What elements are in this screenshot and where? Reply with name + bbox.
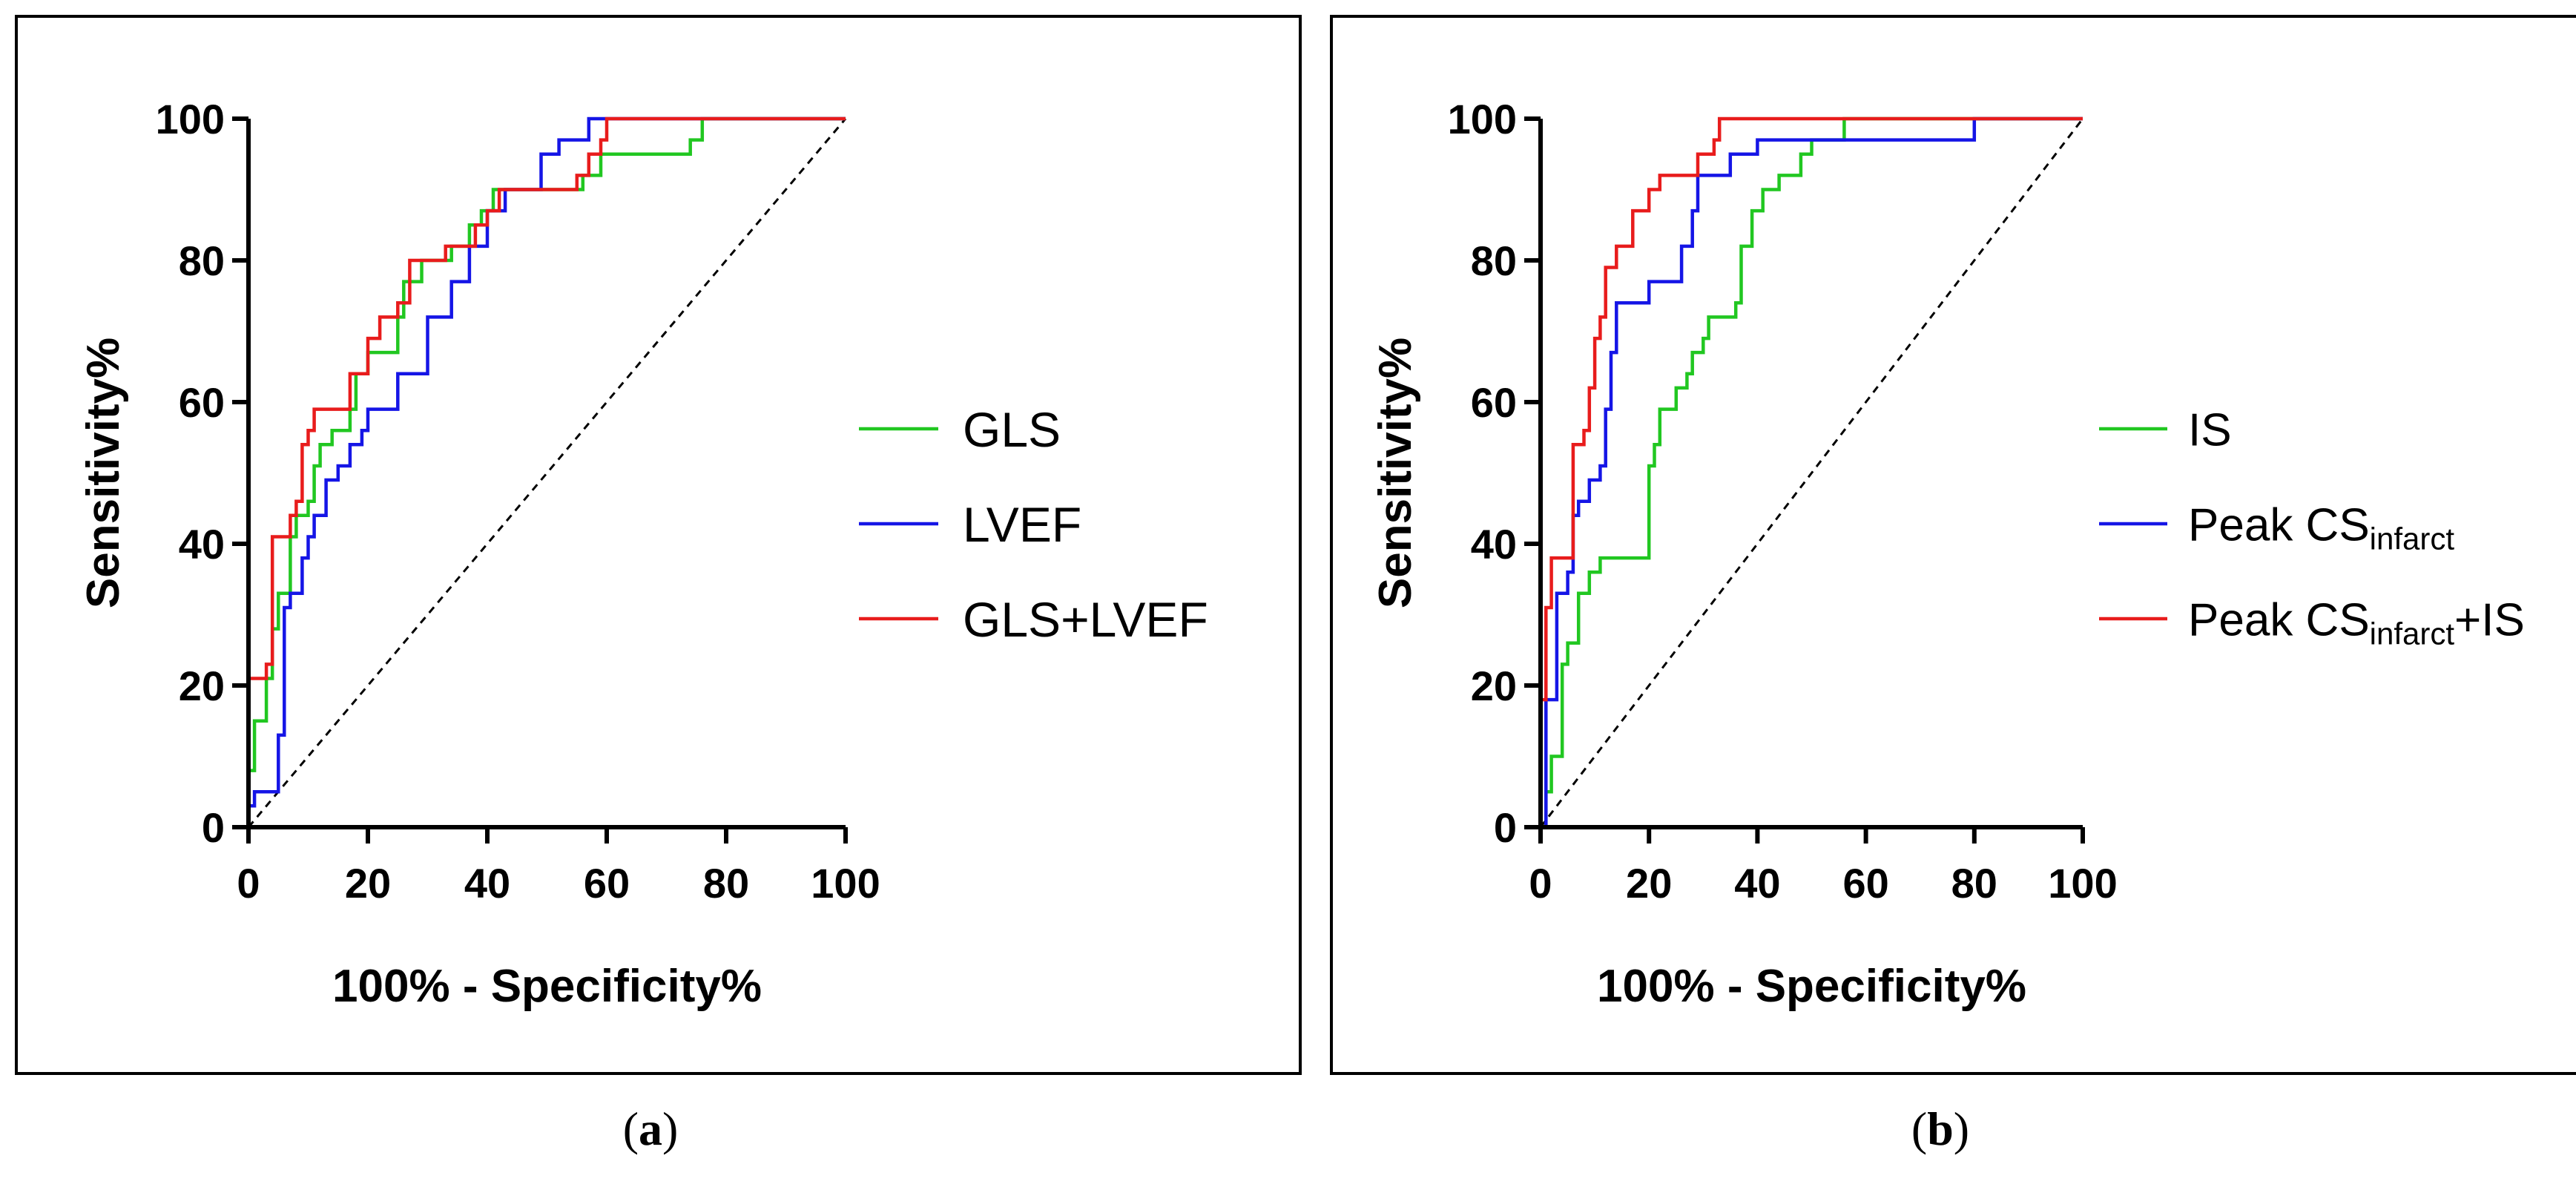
- panel-a-roc-curve-3: [246, 116, 846, 827]
- panel-b-y-tick-label: 60: [1471, 379, 1517, 426]
- panel-b-frame: [1330, 15, 2576, 1075]
- panel-b-x-axis-label: 100% - Specificity%: [1597, 961, 2026, 1012]
- panel-a-y-tick-label: 20: [179, 662, 225, 709]
- panel-b-x-tick-label: 100: [2048, 860, 2117, 907]
- panel-a-x-tick-label: 80: [703, 860, 749, 907]
- panel-a-x-tick-label: 40: [464, 860, 510, 907]
- panel-b-legend-label-2: Peak CSinfarct: [2188, 499, 2454, 556]
- panel-b-y-tick-label: 40: [1471, 521, 1517, 568]
- panel-a-y-tick-label: 0: [202, 804, 225, 851]
- panel-b-reference-diagonal: [1539, 118, 2084, 828]
- panel-b-y-axis-label: Sensitivity%: [1370, 338, 1421, 608]
- panel-a-y-tick-label: 60: [179, 379, 225, 426]
- panel-b-x-tick-label: 0: [1529, 860, 1552, 907]
- panel-b-roc-curve-3: [1538, 116, 2083, 827]
- panel-b-y-tick-label: 80: [1471, 237, 1517, 284]
- panel-a-x-tick-label: 100: [811, 860, 880, 907]
- panel-a-legend: GLS LVEF GLS+LVEF: [859, 402, 1208, 647]
- panel-b-caption: (b): [1911, 1102, 1969, 1155]
- panel-a-legend-label-2: LVEF: [963, 497, 1081, 552]
- panel-b-x-tick-label: 80: [1951, 860, 1997, 907]
- panel-a-legend-label-1: GLS: [963, 402, 1061, 457]
- panel-a-legend-label-3: GLS+LVEF: [963, 592, 1208, 647]
- panel-a-y-axis-label: Sensitivity%: [78, 338, 129, 608]
- panel-a-roc-curve-2: [246, 116, 846, 827]
- panel-a-caption: (a): [623, 1102, 679, 1155]
- panel-b-x-tick-label: 20: [1626, 860, 1672, 907]
- panel-a-x-axis-label: 100% - Specificity%: [332, 961, 762, 1012]
- panel-b-x-tick-label: 60: [1842, 860, 1888, 907]
- panel-a-y-tick-label: 100: [156, 96, 225, 142]
- panel-b: 0 20 40 60 80 100 0 20 40 60 80 100 100% - Specifici…: [1330, 15, 2576, 1155]
- panel-b-y-tick-label: 0: [1494, 804, 1517, 851]
- panel-a-x-tick-label: 0: [237, 860, 260, 907]
- panel-b-y-tick-label: 100: [1448, 96, 1517, 142]
- panel-b-legend-label-1: IS: [2188, 404, 2232, 456]
- panel-b-roc-curve-1: [1541, 116, 2083, 829]
- panel-b-legend-label-3: Peak CSinfarct+IS: [2188, 594, 2525, 651]
- panel-b-x-tick-label: 40: [1734, 860, 1780, 907]
- panel-a: 0 20 40 60 80 100 0 20 40 60 80 100 100% - Specifici…: [15, 15, 1302, 1155]
- panel-a-x-tick-label: 60: [584, 860, 630, 907]
- panel-a-y-tick-label: 80: [179, 237, 225, 284]
- panel-a-x-tick-label: 20: [345, 860, 391, 907]
- panel-b-roc-curve-2: [1541, 116, 2083, 829]
- panel-a-y-tick-label: 40: [179, 521, 225, 568]
- panel-b-legend: IS Peak CSinfarct Peak CSinfarct+IS: [2099, 404, 2525, 651]
- panel-a-frame: [15, 15, 1302, 1075]
- panel-b-y-tick-label: 20: [1471, 662, 1517, 709]
